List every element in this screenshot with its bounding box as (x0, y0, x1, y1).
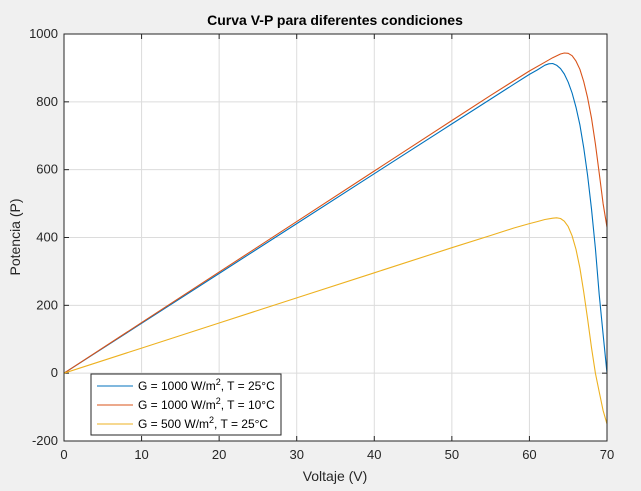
y-tick-label: 1000 (29, 26, 58, 41)
x-tick-label: 10 (134, 447, 148, 462)
y-tick-label: -200 (32, 433, 58, 448)
legend-label-2: G = 1000 W/m2, T = 10°C (138, 396, 275, 412)
x-tick-label: 70 (600, 447, 614, 462)
y-tick-label: 0 (51, 365, 58, 380)
x-tick-labels: 0 10 20 30 40 50 60 70 (60, 447, 614, 462)
x-tick-label: 0 (60, 447, 67, 462)
series-line-3 (63, 217, 608, 425)
x-tick-label: 60 (522, 447, 536, 462)
chart-title: Curva V-P para diferentes condiciones (207, 12, 463, 28)
x-tick-label: 20 (212, 447, 226, 462)
legend-label-3: G = 500 W/m2, T = 25°C (138, 415, 268, 431)
series-lines (63, 52, 608, 425)
series-line-1 (63, 62, 608, 374)
legend-label-1: G = 1000 W/m2, T = 25°C (138, 377, 275, 393)
y-tick-label: 200 (36, 297, 58, 312)
y-tick-label: 600 (36, 162, 58, 177)
legend[interactable]: G = 1000 W/m2, T = 25°C G = 1000 W/m2, T … (90, 373, 282, 436)
grid (64, 34, 607, 441)
series-line-2 (63, 52, 608, 374)
x-tick-label: 30 (289, 447, 303, 462)
y-tick-label: 800 (36, 94, 58, 109)
x-tick-label: 50 (445, 447, 459, 462)
plot-frame (63, 33, 608, 442)
y-tick-label: 400 (36, 230, 58, 245)
y-tick-labels: -200 0 200 400 600 800 1000 (29, 26, 58, 448)
x-axis-label: Voltaje (V) (303, 468, 368, 484)
x-tick-label: 40 (367, 447, 381, 462)
y-axis-label: Potencia (P) (7, 198, 23, 275)
